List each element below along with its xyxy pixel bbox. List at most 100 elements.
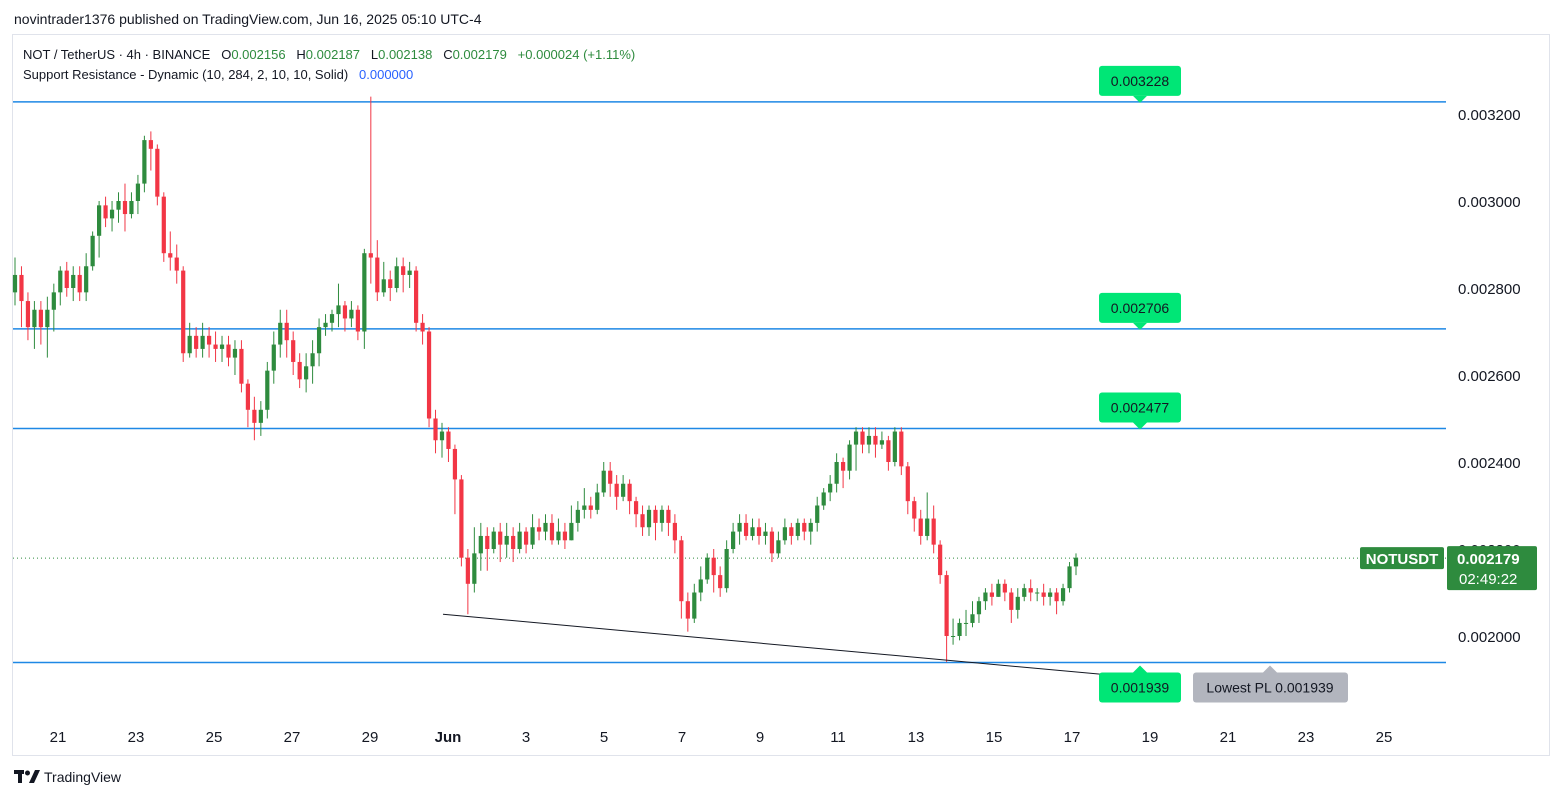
date-tick-label: 23 bbox=[128, 729, 145, 746]
candle-body bbox=[1022, 588, 1027, 597]
candle-body bbox=[504, 535, 509, 545]
candle-body bbox=[375, 257, 380, 293]
candle-body bbox=[459, 479, 464, 558]
candle-body bbox=[213, 344, 218, 349]
level-tags: 0.003228 0.002706 0.002477 0.001939 Lowest P… bbox=[1099, 65, 1348, 703]
level-tag-label: 0.002477 bbox=[1111, 400, 1170, 416]
low-value: 0.002138 bbox=[378, 47, 433, 62]
candle-body bbox=[685, 601, 690, 619]
trendline-segment bbox=[442, 613, 1112, 676]
candle-body bbox=[1073, 557, 1079, 567]
candle-body bbox=[756, 527, 762, 536]
candle-body bbox=[452, 448, 458, 480]
candle-body bbox=[536, 527, 542, 532]
candle-body bbox=[912, 501, 917, 519]
candle-body bbox=[446, 431, 451, 449]
candle-body bbox=[226, 344, 231, 358]
date-tick-label: 27 bbox=[284, 729, 301, 746]
candles bbox=[12, 96, 1079, 663]
lowest-pl-pointer bbox=[1263, 665, 1277, 673]
symbol-title[interactable]: NOT / TetherUS · 4h · BINANCE bbox=[23, 47, 211, 62]
indicator-value: 0.000000 bbox=[359, 67, 414, 82]
candle-body bbox=[776, 540, 781, 554]
close-label: C bbox=[443, 47, 453, 62]
candle-body bbox=[873, 435, 878, 445]
candle-body bbox=[187, 335, 192, 354]
candle-body bbox=[71, 274, 76, 288]
date-tick-label: Jun bbox=[435, 729, 462, 746]
level-tag-label: 0.001939 bbox=[1111, 680, 1170, 696]
candle-body bbox=[1015, 596, 1020, 610]
candle-body bbox=[291, 340, 296, 362]
level-tag-box bbox=[1099, 672, 1181, 703]
candle-body bbox=[116, 201, 121, 210]
level-tag-pointer bbox=[1133, 322, 1147, 330]
candle-body bbox=[705, 557, 710, 580]
candle-body bbox=[491, 531, 496, 549]
candle-body bbox=[808, 522, 813, 532]
candle-body bbox=[271, 344, 276, 371]
candle-body bbox=[834, 462, 839, 484]
candle-body bbox=[976, 601, 982, 615]
high-value: 0.002187 bbox=[305, 47, 361, 62]
tradingview-logo-icon bbox=[14, 770, 40, 783]
candle-body bbox=[918, 518, 923, 536]
candle-body bbox=[672, 522, 677, 541]
candle-body bbox=[925, 518, 930, 536]
candle-body bbox=[653, 509, 658, 523]
level-tag-label: 0.002706 bbox=[1111, 300, 1170, 316]
close-value: 0.002179 bbox=[452, 47, 507, 62]
candle-body bbox=[200, 335, 205, 349]
candle-body bbox=[989, 592, 994, 597]
candle-body bbox=[737, 522, 742, 532]
candle-body bbox=[174, 257, 179, 271]
date-tick-label: 5 bbox=[600, 729, 608, 746]
candle-body bbox=[666, 509, 671, 523]
candle-body bbox=[963, 622, 969, 624]
candle-body bbox=[892, 431, 897, 462]
candle-body bbox=[996, 583, 1001, 597]
candle-body bbox=[1002, 583, 1007, 593]
candle-body bbox=[608, 470, 613, 484]
candle-body bbox=[530, 527, 535, 545]
price-tick-label: 0.003000 bbox=[1458, 194, 1521, 211]
symbol-badge-label: NOTUSDT bbox=[1366, 551, 1439, 568]
indicator-row: Support Resistance - Dynamic (10, 284, 2… bbox=[23, 65, 635, 85]
candle-body bbox=[879, 440, 885, 445]
indicator-title[interactable]: Support Resistance - Dynamic (10, 284, 2… bbox=[23, 67, 349, 82]
date-tick-label: 17 bbox=[1064, 729, 1081, 746]
candle-body bbox=[168, 253, 173, 258]
lowest-pl-box bbox=[1193, 672, 1348, 703]
level-tag-box bbox=[1099, 292, 1181, 323]
brand[interactable]: TradingView bbox=[14, 769, 121, 785]
candle-body bbox=[517, 531, 522, 549]
date-tick-label: 13 bbox=[908, 729, 925, 746]
chart-legend: NOT / TetherUS · 4h · BINANCE O0.002156 … bbox=[23, 45, 635, 85]
level-tag-label: 0.003228 bbox=[1111, 73, 1170, 89]
candle-body bbox=[84, 266, 89, 293]
low-label: L bbox=[370, 47, 379, 62]
candle-body bbox=[485, 535, 490, 549]
change-value: +0.000024 (+1.11%) bbox=[517, 47, 636, 62]
level-tag-pointer bbox=[1133, 95, 1147, 103]
level-tag-pointer bbox=[1133, 665, 1147, 673]
candle-body bbox=[523, 531, 529, 545]
chart-frame bbox=[12, 34, 1550, 756]
price-tick-label: 0.002000 bbox=[1458, 629, 1521, 646]
candle-body bbox=[310, 353, 315, 367]
date-tick-label: 23 bbox=[1298, 729, 1315, 746]
candle-body bbox=[90, 235, 95, 267]
price-tick-label: 0.002600 bbox=[1458, 368, 1521, 385]
candle-body bbox=[692, 592, 697, 619]
candle-body bbox=[420, 322, 425, 332]
open-value: 0.002156 bbox=[231, 47, 286, 62]
candle-body bbox=[407, 270, 412, 275]
candle-body bbox=[860, 431, 865, 445]
candle-body bbox=[439, 431, 445, 441]
date-axis: 21 23 25 27 29 Jun 3 5 7 9 11 13 15 17 19 21 23 25 bbox=[50, 729, 1393, 746]
candle-body bbox=[252, 409, 257, 423]
candle-body bbox=[970, 614, 975, 623]
candle-body bbox=[381, 279, 386, 293]
candle-body bbox=[433, 418, 438, 441]
